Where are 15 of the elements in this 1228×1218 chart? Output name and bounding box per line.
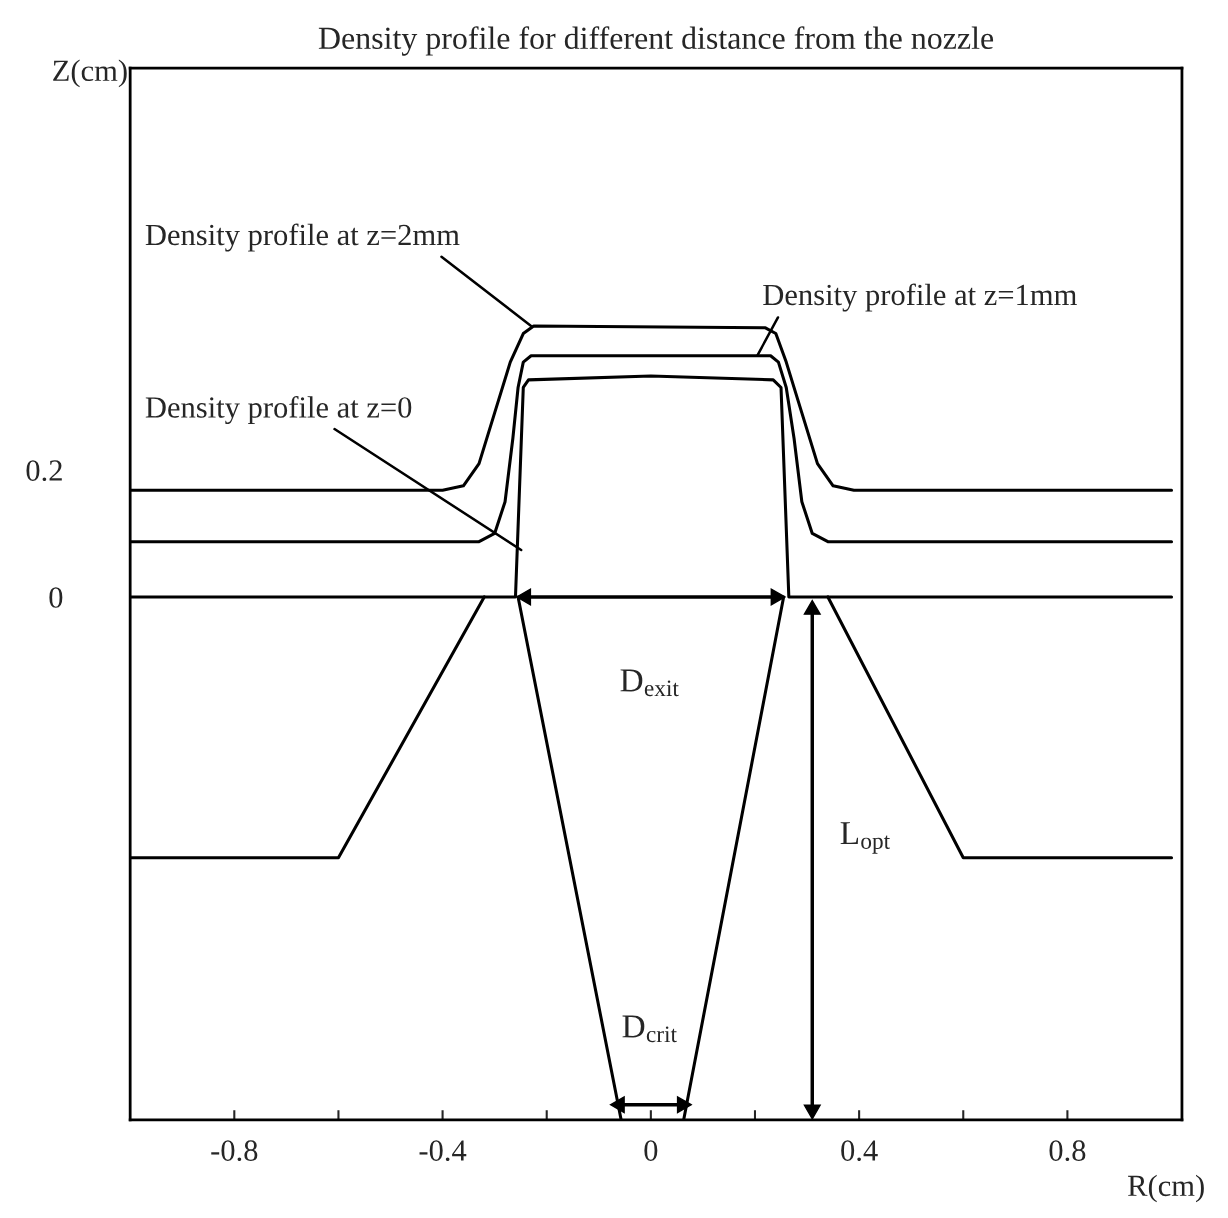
x-tick-label: 0.8: [1049, 1140, 1086, 1162]
x-tick-label: -0.4: [419, 1140, 467, 1162]
annotation: L$_{opt}$: [840, 822, 891, 854]
annotation: Density profile at z=1mm: [763, 283, 1077, 312]
x-axis-title: R(cm): [1128, 1174, 1204, 1203]
y-axis-title: Z(cm): [53, 59, 127, 88]
y-tick-label: 0.2: [26, 460, 62, 482]
chart-title: Density profile for different distance from the nozzle: [318, 26, 994, 56]
annotation: D$_{exit}$: [620, 669, 679, 697]
x-tick-label: 0.4: [841, 1140, 878, 1162]
annotation: D$_{crit}$: [622, 1015, 677, 1043]
x-tick-label: -0.8: [211, 1140, 258, 1162]
annotation: Density profile at z=2mm: [145, 223, 460, 252]
annotation: Density profile at z=0: [145, 395, 412, 425]
x-tick-label: 0: [644, 1140, 658, 1161]
